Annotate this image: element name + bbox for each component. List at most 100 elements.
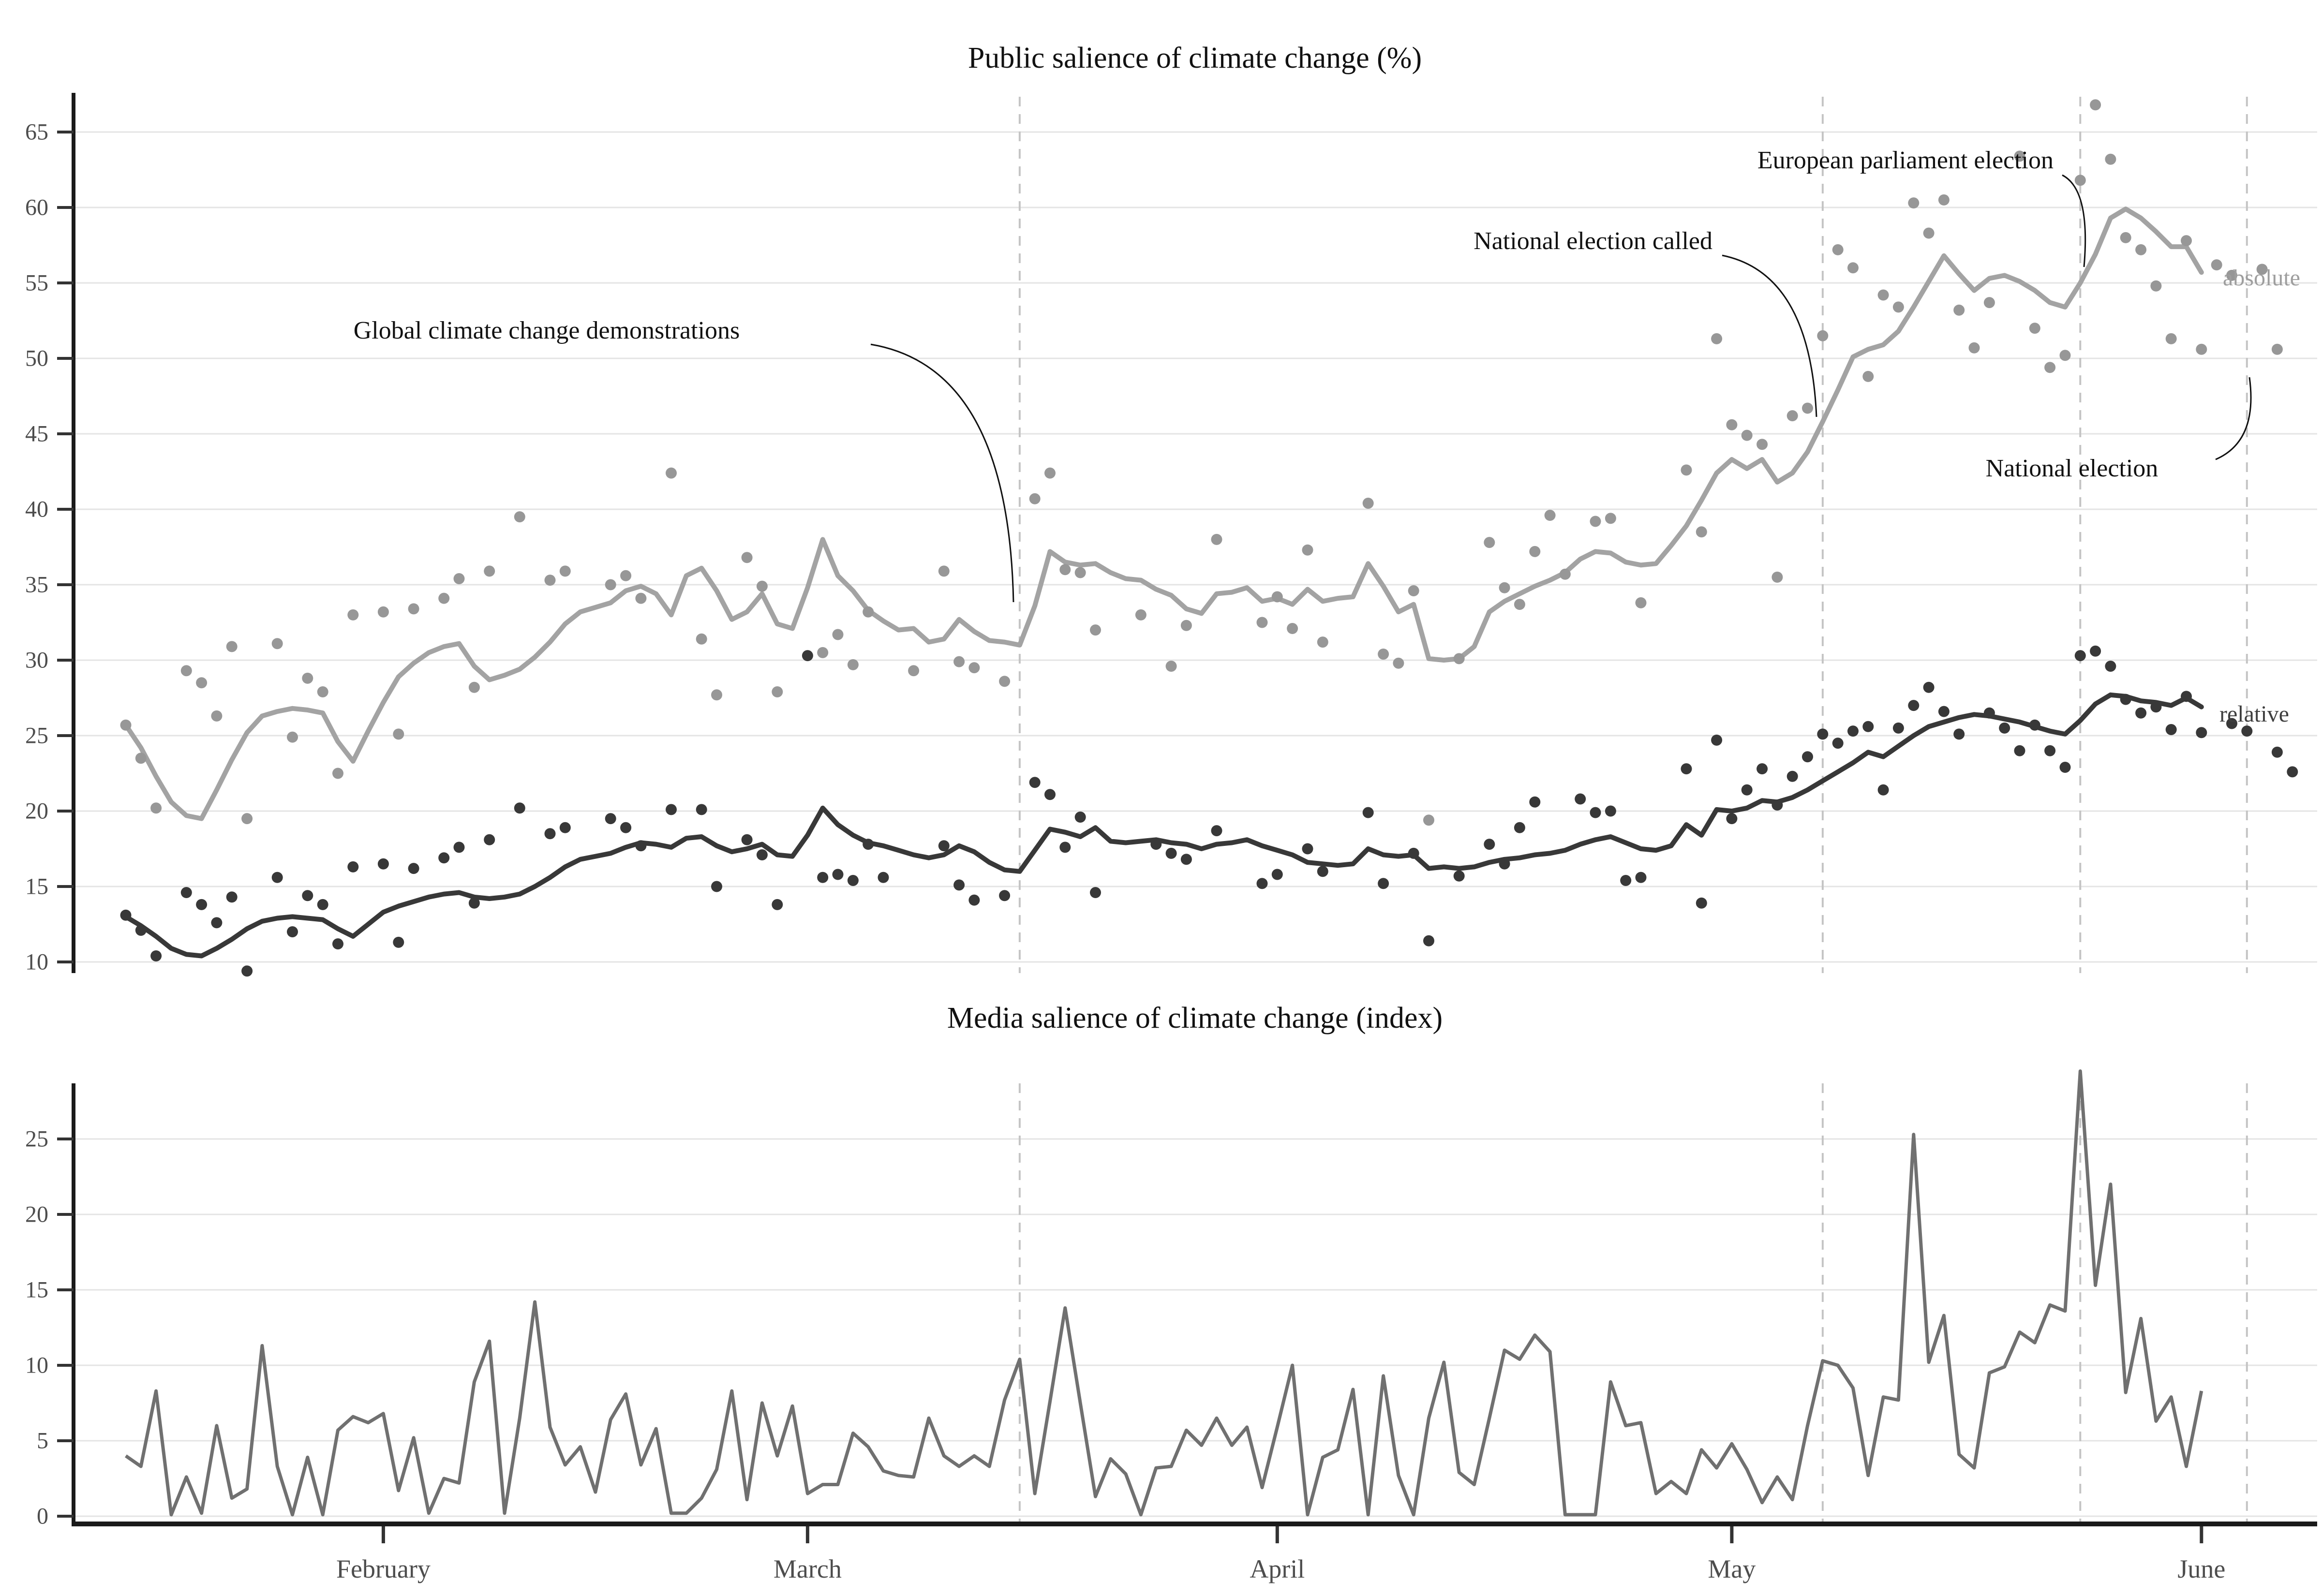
- absolute-daily-point: [968, 662, 980, 674]
- absolute-daily-point: [1484, 537, 1495, 548]
- public-y-tick-label: 60: [25, 195, 48, 221]
- absolute-daily-point: [1771, 571, 1783, 583]
- public-y-tick-label: 35: [25, 572, 48, 598]
- absolute-daily-point: [1408, 585, 1419, 596]
- absolute-daily-point: [772, 686, 783, 697]
- relative-daily-point: [2271, 746, 2283, 758]
- absolute-daily-point: [271, 638, 283, 650]
- absolute-daily-point: [211, 710, 223, 722]
- absolute-daily-point: [999, 676, 1011, 687]
- absolute-daily-point: [302, 672, 313, 684]
- absolute-daily-point: [1605, 513, 1616, 524]
- absolute-daily-point: [347, 609, 359, 621]
- absolute-daily-point: [150, 802, 162, 814]
- absolute-daily-point: [1165, 661, 1177, 672]
- relative-daily-point: [938, 840, 950, 852]
- relative-daily-point: [1074, 812, 1086, 823]
- media-y-tick-label: 10: [25, 1353, 48, 1378]
- relative-daily-point: [226, 891, 238, 903]
- absolute-daily-point: [1287, 623, 1298, 634]
- relative-daily-point: [1983, 707, 1995, 719]
- relative-daily-point: [1953, 728, 1965, 740]
- public-y-tick-label: 10: [25, 949, 48, 975]
- relative-daily-point: [120, 909, 132, 921]
- month-label: April: [1250, 1554, 1305, 1583]
- relative-daily-point: [2074, 650, 2086, 662]
- relative-daily-point: [1423, 935, 1434, 946]
- relative-daily-point: [1150, 839, 1162, 850]
- relative-daily-point: [438, 852, 450, 864]
- absolute-daily-point: [1059, 564, 1071, 576]
- absolute-daily-point: [2271, 343, 2283, 355]
- annotation-connector: [2215, 377, 2252, 460]
- absolute-daily-point: [1514, 599, 1525, 610]
- annotation-connector: [870, 343, 1014, 603]
- relative-daily-point: [241, 965, 253, 977]
- absolute-daily-point: [2135, 244, 2147, 255]
- relative-daily-point: [772, 899, 783, 910]
- relative-daily-point: [1059, 842, 1071, 853]
- relative-daily-point: [2120, 694, 2131, 705]
- relative-daily-point: [408, 863, 419, 874]
- absolute-daily-point: [953, 656, 965, 667]
- absolute-daily-point: [2029, 323, 2040, 334]
- public-panel-title: Public salience of climate change (%): [968, 42, 1422, 74]
- relative-daily-point: [2165, 724, 2177, 735]
- media-y-tick-label: 25: [25, 1126, 48, 1152]
- absolute-daily-point: [1090, 624, 1101, 636]
- absolute-trend-line: [123, 207, 2204, 821]
- absolute-daily-point: [1499, 582, 1510, 593]
- relative-daily-point: [1862, 721, 1874, 732]
- relative-daily-point: [347, 861, 359, 872]
- relative-daily-point: [393, 936, 404, 948]
- relative-daily-point: [1180, 854, 1192, 865]
- absolute-daily-point: [1908, 197, 1920, 209]
- absolute-daily-point: [1862, 370, 1874, 382]
- relative-daily-point: [832, 869, 844, 880]
- absolute-daily-point: [287, 731, 298, 743]
- absolute-daily-point: [817, 647, 829, 658]
- relative-daily-point: [1453, 870, 1465, 882]
- absolute-daily-point: [2196, 343, 2207, 355]
- absolute-daily-point: [2165, 333, 2177, 344]
- relative-daily-point: [559, 822, 571, 833]
- absolute-daily-point: [135, 753, 147, 764]
- absolute-daily-point: [1968, 342, 1980, 354]
- absolute-daily-point: [620, 570, 632, 581]
- relative-daily-point: [1681, 763, 1692, 775]
- absolute-daily-point: [544, 575, 556, 586]
- relative-daily-point: [1378, 878, 1389, 889]
- absolute-daily-point: [666, 467, 677, 479]
- relative-daily-point: [135, 925, 147, 936]
- relative-daily-point: [1711, 734, 1723, 746]
- relative-daily-point: [1726, 813, 1738, 825]
- absolute-daily-point: [1756, 439, 1768, 450]
- media-panel-title: Media salience of climate change (index): [947, 1002, 1443, 1034]
- absolute-daily-point: [1378, 649, 1389, 660]
- absolute-daily-point: [1817, 330, 1829, 341]
- absolute-daily-point: [908, 665, 920, 677]
- absolute-daily-point: [863, 606, 874, 618]
- absolute-daily-point: [514, 511, 525, 523]
- absolute-daily-point: [1074, 567, 1086, 578]
- absolute-daily-point: [468, 681, 480, 693]
- absolute-daily-point: [1741, 429, 1753, 441]
- absolute-daily-point: [2226, 269, 2237, 281]
- relative-daily-point: [1029, 777, 1041, 788]
- absolute-daily-point: [1135, 609, 1146, 621]
- absolute-daily-point: [1726, 419, 1738, 430]
- absolute-daily-point: [635, 592, 647, 604]
- relative-daily-point: [211, 917, 223, 929]
- absolute-daily-point: [1271, 591, 1283, 603]
- relative-daily-point: [1271, 869, 1283, 880]
- relative-daily-point: [2105, 661, 2116, 672]
- public-y-tick-label: 30: [25, 648, 48, 673]
- absolute-daily-point: [2181, 235, 2192, 247]
- relative-daily-point: [756, 849, 768, 860]
- relative-daily-point: [1877, 784, 1889, 796]
- public-y-tick-label: 55: [25, 270, 48, 296]
- absolute-daily-point: [2105, 153, 2116, 165]
- annotation-Jun-4: National election: [1986, 455, 2158, 482]
- absolute-daily-point: [2256, 264, 2268, 275]
